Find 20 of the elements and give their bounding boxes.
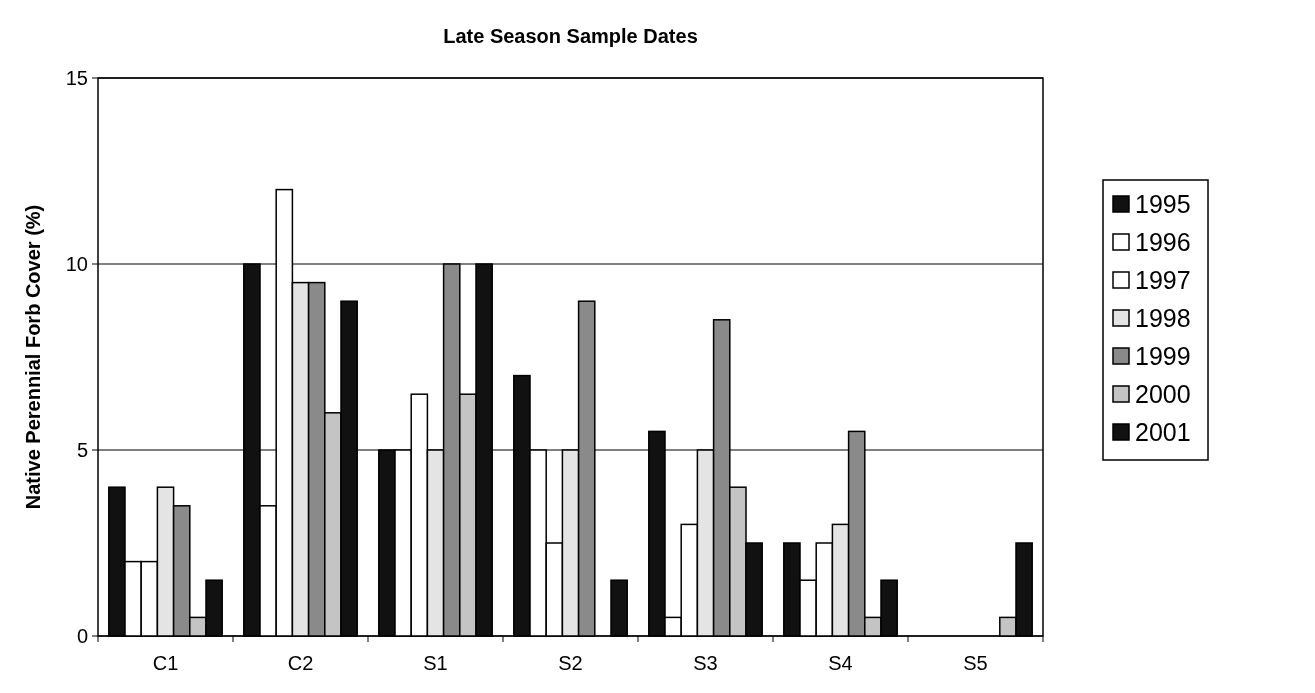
- legend-label: 1998: [1135, 303, 1191, 332]
- legend-label: 1997: [1135, 265, 1191, 294]
- y-tick-label: 5: [76, 439, 88, 461]
- x-tick-label: S5: [963, 652, 988, 674]
- x-tick-label: C2: [287, 652, 314, 674]
- x-tick-label: S3: [693, 652, 718, 674]
- x-tick-label: S2: [558, 652, 583, 674]
- legend-label: 1996: [1135, 227, 1191, 256]
- legend-label: 2000: [1135, 379, 1191, 408]
- legend-label: 2001: [1135, 417, 1191, 446]
- x-tick-label: S4: [828, 652, 853, 674]
- legend-label: 1999: [1135, 341, 1191, 370]
- y-tick-label: 10: [65, 253, 88, 275]
- y-tick-label: 15: [65, 67, 88, 89]
- x-tick-label: S1: [423, 652, 448, 674]
- chart-title: Late Season Sample Dates: [443, 25, 698, 47]
- x-tick-label: C1: [152, 652, 179, 674]
- legend-label: 1995: [1135, 189, 1191, 218]
- y-tick-label: 0: [76, 625, 88, 647]
- y-axis-title: Native Perennial Forb Cover (%): [22, 204, 44, 510]
